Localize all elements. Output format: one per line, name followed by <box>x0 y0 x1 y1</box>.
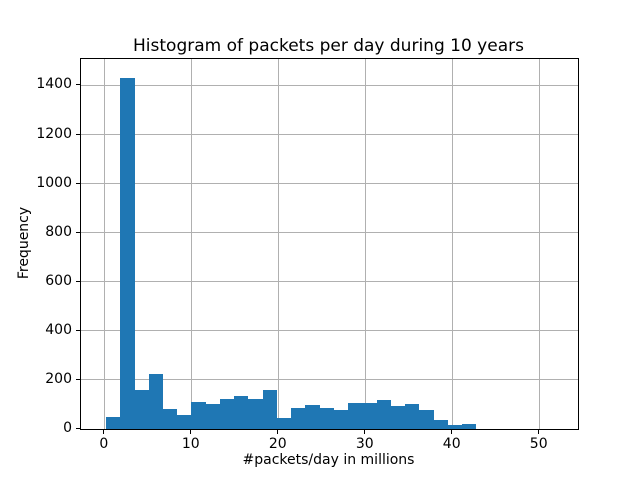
histogram-bar <box>348 403 363 429</box>
y-gridline <box>81 330 578 332</box>
x-tick-label: 10 <box>181 436 200 452</box>
x-tick-label: 30 <box>355 436 374 452</box>
histogram-bar <box>291 407 306 429</box>
histogram-bar <box>390 406 406 429</box>
y-tick <box>76 84 80 86</box>
plot-area <box>80 58 579 430</box>
x-tick <box>103 430 105 434</box>
histogram-bar <box>163 409 178 429</box>
histogram-bar <box>134 389 149 429</box>
histogram-bar <box>205 404 220 429</box>
x-tick-label: 40 <box>442 436 461 452</box>
histogram-bar <box>362 402 377 429</box>
x-tick-label: 20 <box>268 436 287 452</box>
y-tick-label: 800 <box>45 223 72 240</box>
x-tick <box>451 430 453 434</box>
histogram-bar <box>177 414 192 429</box>
y-tick-label: 1400 <box>36 76 72 93</box>
y-gridline <box>81 281 578 283</box>
x-axis-label: #packets/day in millions <box>242 452 415 468</box>
histogram-bar <box>405 404 420 429</box>
histogram-bar <box>262 390 277 429</box>
y-tick <box>76 133 80 135</box>
histogram-bar <box>148 373 163 429</box>
x-gridline <box>364 59 366 429</box>
x-gridline <box>451 59 453 429</box>
histogram-bar <box>219 398 235 429</box>
y-tick-label: 1200 <box>36 125 72 142</box>
y-tick-label: 1000 <box>36 174 72 191</box>
histogram-bar <box>248 398 263 429</box>
chart-title: Histogram of packets per day during 10 y… <box>133 36 524 56</box>
y-tick-label: 0 <box>63 420 72 436</box>
histogram-bar <box>447 425 462 429</box>
x-tick-label: 0 <box>99 436 109 452</box>
x-tick <box>364 430 366 434</box>
y-tick <box>76 182 80 184</box>
y-gridline <box>81 232 578 234</box>
x-gridline <box>538 59 540 429</box>
y-tick <box>76 329 80 331</box>
histogram-bar <box>433 420 448 429</box>
histogram-bar <box>333 409 349 429</box>
y-tick-label: 400 <box>45 321 72 338</box>
histogram-bar <box>106 416 121 429</box>
histogram-bar <box>234 395 249 429</box>
y-tick-label: 200 <box>45 370 72 387</box>
y-tick <box>76 428 80 429</box>
histogram-bar <box>462 423 477 429</box>
x-tick <box>190 430 192 434</box>
x-tick <box>538 430 540 434</box>
histogram-bar <box>376 399 391 429</box>
y-tick <box>76 280 80 282</box>
x-gridline <box>277 59 279 429</box>
x-gridline <box>190 59 192 429</box>
x-tick <box>277 430 279 434</box>
x-gridline <box>103 59 105 429</box>
y-gridline <box>81 84 578 86</box>
histogram-bar <box>305 404 320 429</box>
y-axis-label: Frequency <box>16 206 32 280</box>
histogram-bar <box>419 409 434 429</box>
histogram-bar <box>120 78 135 429</box>
y-gridline <box>81 183 578 185</box>
y-tick-label: 600 <box>45 272 72 289</box>
y-gridline <box>81 134 578 136</box>
x-tick-label: 50 <box>529 436 548 452</box>
histogram-bar <box>319 408 334 429</box>
y-tick <box>76 378 80 380</box>
histogram-bar <box>191 402 206 429</box>
y-tick <box>76 231 80 233</box>
y-gridline <box>81 379 578 381</box>
histogram-bar <box>276 417 292 429</box>
